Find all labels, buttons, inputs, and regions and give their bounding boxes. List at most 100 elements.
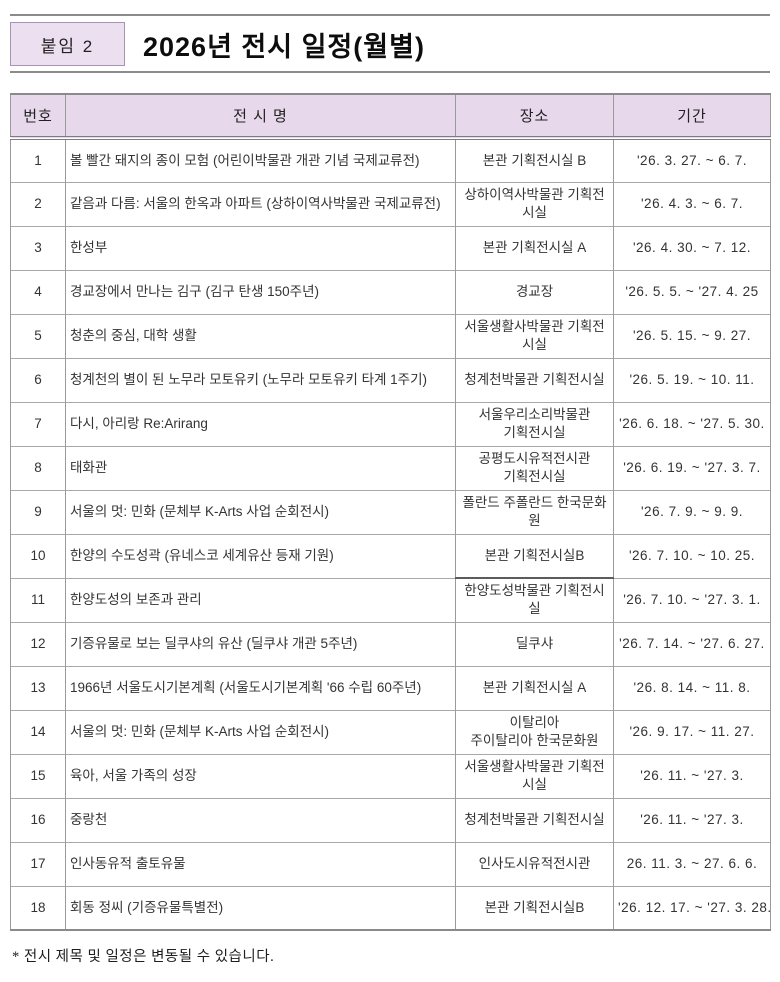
cell-number: 16 (10, 797, 66, 842)
cell-exhibition-name: 서울의 멋: 민화 (문체부 K-Arts 사업 순회전시) (65, 709, 456, 754)
cell-place: 경교장 (455, 269, 614, 314)
cell-number: 15 (10, 753, 66, 798)
cell-number: 3 (10, 225, 66, 270)
cell-exhibition-name: 한양의 수도성곽 (유네스코 세계유산 등재 기원) (65, 533, 456, 578)
attachment-label-box: 붙임 2 (10, 22, 125, 66)
attachment-label: 붙임 2 (40, 36, 95, 56)
document-page: 붙임 2 2026년 전시 일정(월별) 번호 전 시 명 장소 기간 1 볼 … (0, 14, 780, 966)
cell-exhibition-name: 회동 정씨 (기증유물특별전) (65, 885, 456, 931)
cell-place: 공평도시유적전시관 기획전시실 (455, 445, 614, 490)
header-rule-top (10, 14, 770, 16)
header-rule-bottom (10, 71, 770, 73)
table-row: 17 인사동유적 출토유물 인사도시유적전시관 26. 11. 3. ~ 27.… (10, 841, 771, 886)
table-row: 18 회동 정씨 (기증유물특별전) 본관 기획전시실B '26. 12. 17… (10, 885, 771, 931)
column-header-exhibition-name: 전 시 명 (65, 93, 456, 140)
document-header: 붙임 2 2026년 전시 일정(월별) (10, 22, 770, 66)
cell-number: 14 (10, 709, 66, 754)
column-header-number: 번호 (10, 93, 66, 140)
cell-period: '26. 6. 19. ~ '27. 3. 7. (613, 445, 771, 490)
cell-period: '26. 9. 17. ~ 11. 27. (613, 709, 771, 754)
cell-place: 청계천박물관 기획전시실 (455, 797, 614, 842)
cell-period: '26. 7. 9. ~ 9. 9. (613, 489, 771, 534)
table-row: 16 중랑천 청계천박물관 기획전시실 '26. 11. ~ '27. 3. (10, 797, 771, 842)
cell-exhibition-name: 경교장에서 만나는 김구 (김구 탄생 150주년) (65, 269, 456, 314)
cell-number: 11 (10, 577, 66, 622)
cell-exhibition-name: 볼 빨간 돼지의 종이 모험 (어린이박물관 개관 기념 국제교류전) (65, 138, 456, 182)
cell-period: '26. 5. 15. ~ 9. 27. (613, 313, 771, 358)
cell-number: 4 (10, 269, 66, 314)
cell-number: 5 (10, 313, 66, 358)
cell-place: 서울생활사박물관 기획전시실 (455, 313, 614, 358)
cell-number: 13 (10, 665, 66, 710)
cell-exhibition-name: 기증유물로 보는 딜쿠샤의 유산 (딜쿠샤 개관 5주년) (65, 621, 456, 666)
cell-place: 인사도시유적전시관 (455, 841, 614, 886)
cell-place: 서울우리소리박물관 기획전시실 (455, 401, 614, 446)
cell-exhibition-name: 중랑천 (65, 797, 456, 842)
cell-number: 18 (10, 885, 66, 931)
table-row: 12 기증유물로 보는 딜쿠샤의 유산 (딜쿠샤 개관 5주년) 딜쿠샤 '26… (10, 621, 771, 666)
table-row: 11 한양도성의 보존과 관리 한양도성박물관 기획전시실 '26. 7. 10… (10, 577, 771, 622)
cell-place: 상하이역사박물관 기획전시실 (455, 181, 614, 226)
cell-exhibition-name: 청계천의 별이 된 노무라 모토유키 (노무라 모토유키 타계 1주기) (65, 357, 456, 402)
cell-place: 이탈리아 주이탈리아 한국문화원 (455, 709, 614, 754)
table-row: 1 볼 빨간 돼지의 종이 모험 (어린이박물관 개관 기념 국제교류전) 본관… (10, 138, 771, 182)
table-row: 2 같음과 다름: 서울의 한옥과 아파트 (상하이역사박물관 국제교류전) 상… (10, 181, 771, 226)
table-row: 5 청춘의 중심, 대학 생활 서울생활사박물관 기획전시실 '26. 5. 1… (10, 313, 771, 358)
cell-exhibition-name: 한성부 (65, 225, 456, 270)
cell-exhibition-name: 인사동유적 출토유물 (65, 841, 456, 886)
cell-period: '26. 11. ~ '27. 3. (613, 753, 771, 798)
cell-place: 딜쿠샤 (455, 621, 614, 666)
cell-place: 본관 기획전시실B (455, 885, 614, 931)
schedule-table-header: 번호 전 시 명 장소 기간 (10, 93, 771, 140)
cell-exhibition-name: 1966년 서울도시기본계획 (서울도시기본계획 '66 수립 60주년) (65, 665, 456, 710)
cell-period: '26. 4. 30. ~ 7. 12. (613, 225, 771, 270)
cell-period: 26. 11. 3. ~ 27. 6. 6. (613, 841, 771, 886)
cell-number: 10 (10, 533, 66, 578)
table-row: 9 서울의 멋: 민화 (문체부 K-Arts 사업 순회전시) 폴란드 주폴란… (10, 489, 771, 534)
cell-exhibition-name: 육아, 서울 가족의 성장 (65, 753, 456, 798)
cell-number: 9 (10, 489, 66, 534)
cell-exhibition-name: 청춘의 중심, 대학 생활 (65, 313, 456, 358)
cell-period: '26. 4. 3. ~ 6. 7. (613, 181, 771, 226)
page-title: 2026년 전시 일정(월별) (143, 31, 425, 62)
cell-exhibition-name: 같음과 다름: 서울의 한옥과 아파트 (상하이역사박물관 국제교류전) (65, 181, 456, 226)
schedule-table-body: 1 볼 빨간 돼지의 종이 모험 (어린이박물관 개관 기념 국제교류전) 본관… (10, 138, 771, 931)
cell-exhibition-name: 서울의 멋: 민화 (문체부 K-Arts 사업 순회전시) (65, 489, 456, 534)
footnote: * 전시 제목 및 일정은 변동될 수 있습니다. (12, 949, 275, 965)
cell-number: 7 (10, 401, 66, 446)
cell-place: 서울생활사박물관 기획전시실 (455, 753, 614, 798)
cell-period: '26. 7. 10. ~ 10. 25. (613, 533, 771, 578)
cell-period: '26. 8. 14. ~ 11. 8. (613, 665, 771, 710)
cell-exhibition-name: 다시, 아리랑 Re:Arirang (65, 401, 456, 446)
cell-period: '26. 5. 5. ~ '27. 4. 25 (613, 269, 771, 314)
cell-place: 폴란드 주폴란드 한국문화원 (455, 489, 614, 534)
cell-place: 본관 기획전시실B (455, 533, 614, 579)
cell-place: 한양도성박물관 기획전시실 (455, 577, 614, 622)
cell-number: 6 (10, 357, 66, 402)
table-row: 7 다시, 아리랑 Re:Arirang 서울우리소리박물관 기획전시실 '26… (10, 401, 771, 446)
header-row: 번호 전 시 명 장소 기간 (10, 93, 771, 140)
cell-exhibition-name: 태화관 (65, 445, 456, 490)
cell-period: '26. 6. 18. ~ '27. 5. 30. (613, 401, 771, 446)
cell-period: '26. 3. 27. ~ 6. 7. (613, 138, 771, 182)
cell-number: 12 (10, 621, 66, 666)
cell-period: '26. 7. 14. ~ '27. 6. 27. (613, 621, 771, 666)
table-row: 8 태화관 공평도시유적전시관 기획전시실 '26. 6. 19. ~ '27.… (10, 445, 771, 490)
cell-number: 8 (10, 445, 66, 490)
cell-number: 1 (10, 138, 66, 182)
cell-period: '26. 5. 19. ~ 10. 11. (613, 357, 771, 402)
cell-number: 2 (10, 181, 66, 226)
cell-period: '26. 7. 10. ~ '27. 3. 1. (613, 577, 771, 622)
table-row: 10 한양의 수도성곽 (유네스코 세계유산 등재 기원) 본관 기획전시실B … (10, 533, 771, 579)
table-row: 4 경교장에서 만나는 김구 (김구 탄생 150주년) 경교장 '26. 5.… (10, 269, 771, 314)
table-row: 6 청계천의 별이 된 노무라 모토유키 (노무라 모토유키 타계 1주기) 청… (10, 357, 771, 402)
table-row: 13 1966년 서울도시기본계획 (서울도시기본계획 '66 수립 60주년)… (10, 665, 771, 710)
cell-place: 본관 기획전시실 A (455, 225, 614, 270)
schedule-table: 번호 전 시 명 장소 기간 1 볼 빨간 돼지의 종이 모험 (어린이박물관 … (10, 93, 771, 931)
cell-place: 본관 기획전시실 A (455, 665, 614, 710)
cell-period: '26. 12. 17. ~ '27. 3. 28. (613, 885, 771, 931)
column-header-period: 기간 (613, 93, 771, 140)
cell-place: 본관 기획전시실 B (455, 138, 614, 182)
column-header-place: 장소 (455, 93, 614, 140)
cell-place: 청계천박물관 기획전시실 (455, 357, 614, 402)
